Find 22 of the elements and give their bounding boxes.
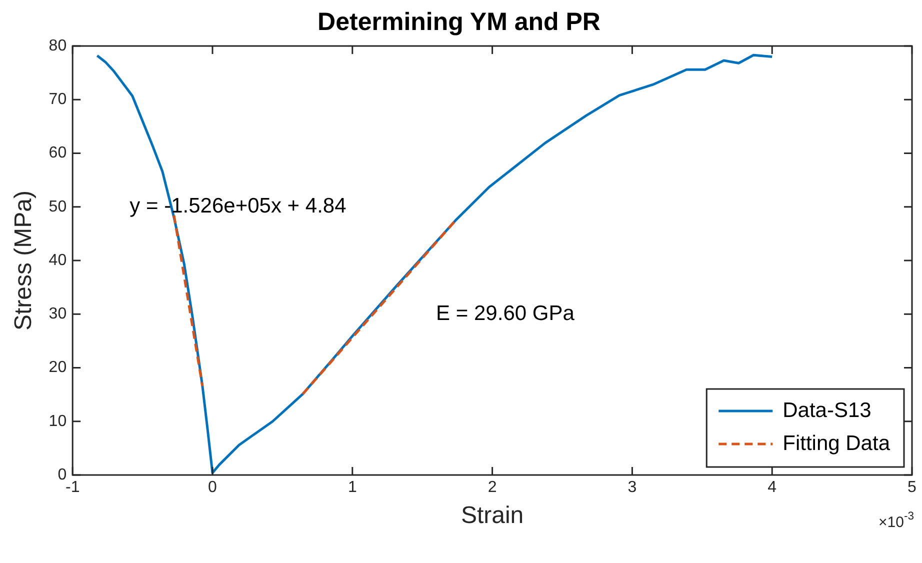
y-tick-label: 0: [58, 466, 67, 484]
x-tick-label: 2: [488, 479, 497, 496]
y-tick-label: 60: [48, 144, 67, 162]
annotation: E = 29.60 GPa: [436, 302, 575, 325]
x-tick-label: -1: [65, 479, 80, 496]
y-axis-title: Stress (MPa): [10, 190, 38, 331]
x-tick-label: 4: [768, 479, 777, 496]
chart-title: Determining YM and PR: [318, 8, 600, 36]
x-tick-label: 5: [908, 479, 917, 496]
y-tick-label: 50: [48, 198, 67, 216]
y-tick-label: 80: [48, 37, 67, 54]
x-tick-label: 3: [628, 479, 637, 496]
x-tick-label: 1: [348, 479, 357, 496]
legend-label: Data-S13: [782, 398, 872, 422]
x-tick-label: 0: [208, 479, 218, 496]
y-tick-label: 10: [48, 412, 67, 430]
y-tick-label: 70: [48, 91, 67, 108]
y-tick-label: 30: [48, 306, 67, 323]
y-tick-label: 40: [48, 252, 67, 269]
legend-label: Fitting Data: [782, 432, 890, 455]
x-axis-title: Strain: [460, 502, 524, 530]
y-tick-label: 20: [48, 359, 67, 376]
